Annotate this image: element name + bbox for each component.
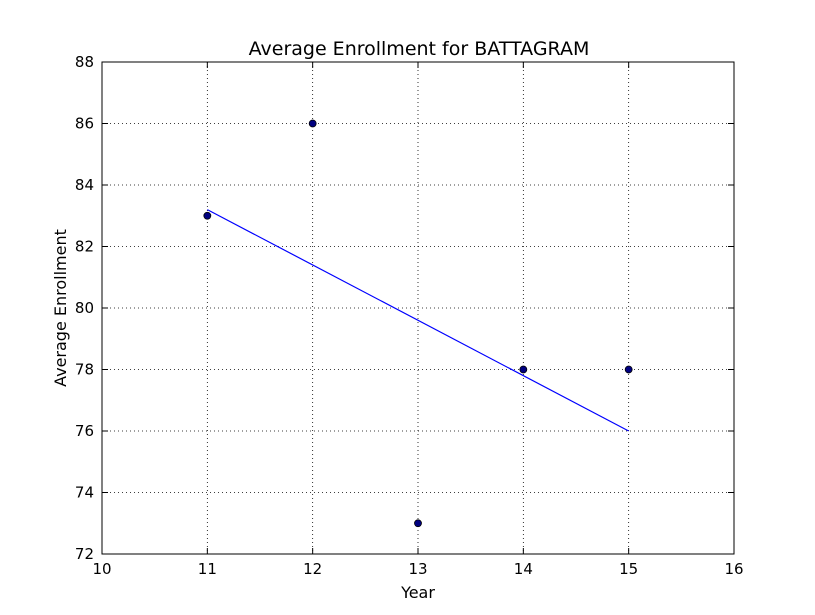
y-tick-label: 88 (75, 53, 94, 71)
x-tick-label: 10 (92, 560, 111, 578)
y-tick-label: 84 (75, 176, 94, 194)
data-point (624, 365, 633, 374)
chart-title: Average Enrollment for BATTAGRAM (249, 38, 590, 60)
trendline-layer (207, 209, 629, 432)
y-tick-label: 72 (75, 545, 94, 563)
x-tick-label: 16 (724, 560, 743, 578)
x-tick-label: 14 (514, 560, 533, 578)
data-points (203, 119, 633, 528)
trendline (207, 209, 629, 432)
axis-ticks: 10 11 12 13 14 15 16 72 74 76 78 80 82 84 86 88 (75, 53, 744, 578)
data-point (519, 365, 528, 374)
data-point (414, 519, 422, 528)
y-tick-label: 86 (75, 115, 94, 133)
x-tick-label: 11 (198, 560, 217, 578)
x-tick-label: 15 (619, 560, 638, 578)
y-tick-label: 82 (75, 238, 94, 256)
y-tick-label: 80 (75, 299, 94, 317)
x-tick-label: 13 (408, 560, 427, 578)
y-tick-label: 78 (75, 361, 94, 379)
y-tick-label: 74 (75, 484, 94, 502)
data-point (308, 119, 317, 128)
x-axis-label: Year (400, 583, 435, 602)
grid (102, 62, 734, 554)
x-tick-label: 12 (303, 560, 322, 578)
y-tick-label: 76 (75, 422, 94, 440)
y-axis-label: Average Enrollment (51, 229, 70, 387)
data-point (203, 211, 212, 220)
